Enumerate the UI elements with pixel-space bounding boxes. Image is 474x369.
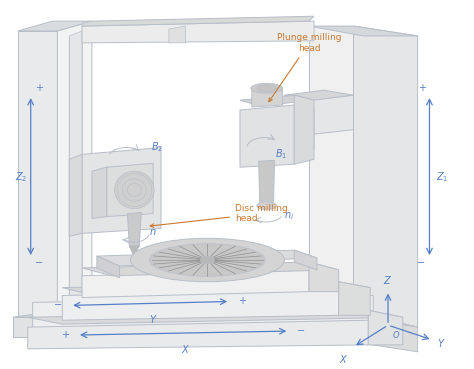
Text: Plunge milling
head: Plunge milling head: [269, 33, 341, 102]
Text: $n$: $n$: [149, 227, 157, 237]
Text: $X$: $X$: [181, 343, 191, 355]
Polygon shape: [128, 213, 141, 247]
Polygon shape: [57, 21, 92, 327]
Ellipse shape: [120, 176, 148, 203]
Polygon shape: [18, 31, 57, 317]
Text: $O$: $O$: [392, 329, 400, 340]
Polygon shape: [309, 312, 354, 342]
Polygon shape: [82, 262, 338, 276]
Polygon shape: [92, 167, 107, 218]
Polygon shape: [13, 317, 62, 337]
Polygon shape: [107, 163, 153, 217]
Polygon shape: [280, 110, 314, 151]
Text: −: −: [54, 300, 62, 310]
Polygon shape: [309, 312, 418, 327]
Ellipse shape: [251, 83, 283, 93]
Text: B$_2$: B$_2$: [151, 141, 164, 154]
Polygon shape: [97, 256, 119, 278]
Polygon shape: [240, 95, 314, 106]
Polygon shape: [62, 312, 97, 337]
Polygon shape: [309, 26, 354, 312]
Ellipse shape: [130, 238, 284, 282]
Polygon shape: [309, 95, 354, 135]
Polygon shape: [97, 250, 317, 266]
Polygon shape: [284, 90, 354, 100]
Polygon shape: [280, 105, 314, 118]
Polygon shape: [309, 26, 418, 36]
Text: $Z_2$: $Z_2$: [15, 170, 27, 184]
Text: +: +: [61, 330, 69, 340]
Polygon shape: [62, 282, 370, 296]
Polygon shape: [13, 312, 97, 317]
Polygon shape: [69, 154, 82, 236]
Text: $Z$: $Z$: [383, 274, 392, 286]
Text: $X$: $X$: [339, 353, 348, 365]
Polygon shape: [18, 21, 92, 31]
Polygon shape: [294, 95, 314, 164]
Polygon shape: [294, 250, 317, 270]
Text: $n_i$: $n_i$: [284, 211, 294, 223]
Ellipse shape: [257, 202, 276, 210]
Polygon shape: [169, 26, 186, 43]
Polygon shape: [82, 270, 309, 297]
Ellipse shape: [115, 171, 154, 209]
Ellipse shape: [201, 256, 214, 263]
Text: Disc milling
head: Disc milling head: [150, 204, 288, 227]
Text: $Y$: $Y$: [149, 313, 157, 325]
Polygon shape: [338, 282, 370, 315]
Text: B$_1$: B$_1$: [274, 148, 287, 161]
Ellipse shape: [130, 186, 138, 194]
Polygon shape: [309, 262, 338, 292]
Polygon shape: [354, 26, 418, 327]
Text: +: +: [238, 296, 246, 307]
Text: −: −: [35, 258, 43, 268]
Polygon shape: [354, 312, 418, 352]
Text: $Z_1$: $Z_1$: [436, 170, 448, 184]
Polygon shape: [368, 310, 403, 345]
Ellipse shape: [257, 85, 276, 92]
Polygon shape: [252, 87, 283, 107]
Polygon shape: [33, 296, 373, 345]
Polygon shape: [240, 105, 294, 167]
Text: +: +: [35, 83, 43, 93]
Text: −: −: [297, 326, 305, 336]
Text: +: +: [418, 83, 426, 93]
Polygon shape: [129, 245, 139, 258]
Polygon shape: [82, 148, 161, 233]
Polygon shape: [82, 16, 314, 26]
Polygon shape: [28, 310, 403, 324]
Polygon shape: [69, 31, 82, 312]
Polygon shape: [82, 21, 314, 43]
Polygon shape: [28, 320, 368, 349]
Text: −: −: [418, 258, 426, 268]
Text: $Y$: $Y$: [438, 337, 446, 349]
Ellipse shape: [150, 244, 265, 276]
Polygon shape: [259, 160, 274, 205]
Ellipse shape: [126, 182, 143, 199]
Polygon shape: [62, 290, 338, 320]
